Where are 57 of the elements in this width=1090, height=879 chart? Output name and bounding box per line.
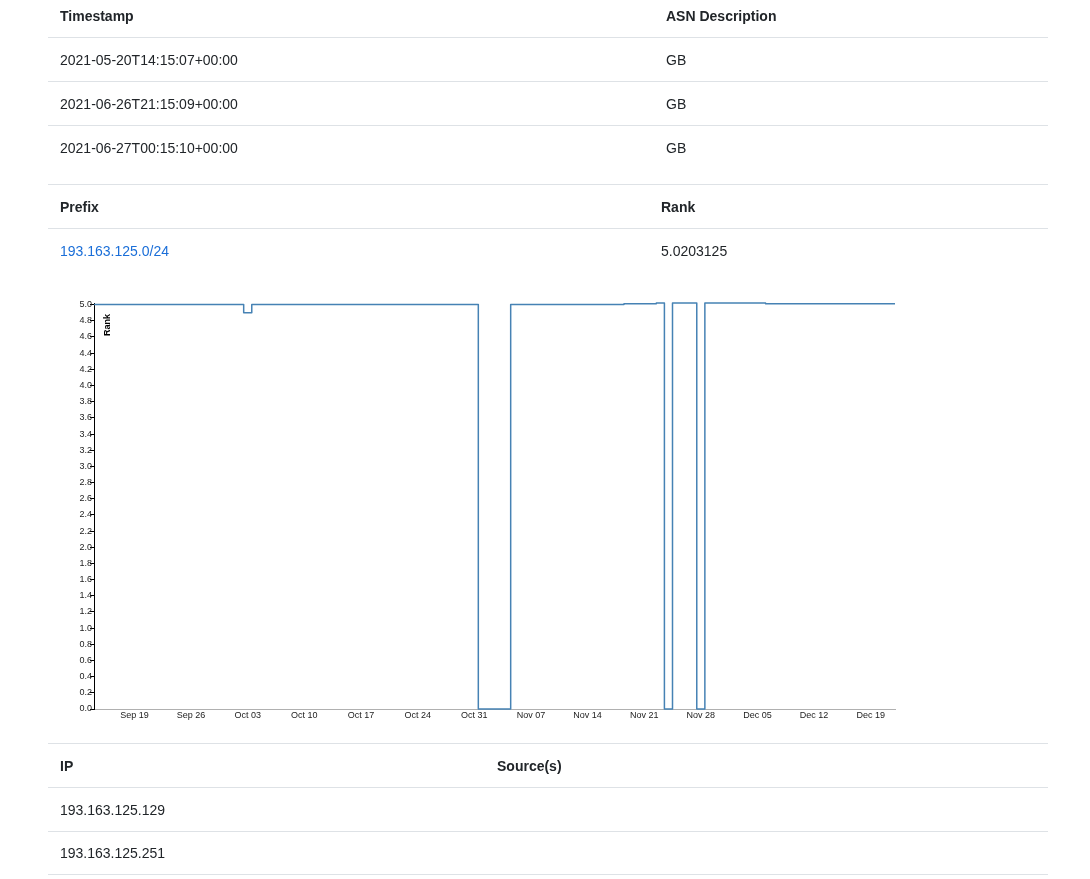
y-tick-label: 2.6 [79,493,92,504]
text: GB [665,50,688,70]
y-tick-label: 1.2 [79,606,92,617]
category-label: Timestamp [59,6,135,26]
category-label: Prefix [59,197,100,217]
text: 5.0203125 [660,241,729,261]
y-tick-label: 3.8 [79,396,92,407]
x-tick-label: Nov 14 [573,709,602,720]
y-tick-label: 1.0 [79,622,92,633]
y-tick-label: 1.8 [79,557,92,568]
x-tick-label: Oct 10 [291,709,318,720]
text: 2021-06-26T21:15:09+00:00 [59,94,239,114]
x-tick-label: Nov 21 [629,709,659,720]
y-tick-label: 2.2 [79,525,92,536]
category-label: IP [59,756,75,776]
text: GB [665,94,688,114]
x-tick-label: Oct 17 [347,709,375,720]
x-tick-label: Sep 26 [176,709,206,720]
y-tick-label: 2.8 [79,477,92,488]
category-label: ASN Description [665,6,778,26]
y-tick-label: 2.4 [79,509,92,520]
text: 193.163.125.129 [59,800,167,820]
x-tick-label: Nov 07 [516,709,546,720]
y-tick-label: 5.0 [79,299,92,310]
x-tick-label: Nov 28 [686,709,716,720]
y-tick-label: 4.8 [79,315,92,326]
y-tick-label: 3.2 [79,444,92,455]
text: 193.163.125.0/24 [59,241,170,261]
y-tick-label: 2.0 [79,541,92,552]
x-tick-label: Oct 03 [234,709,261,720]
x-tick-label: Dec 05 [743,709,772,720]
y-tick-label: 3.4 [79,428,92,439]
y-tick-label: 1.6 [79,574,92,585]
y-tick-label: 4.6 [79,331,92,342]
y-tick-label: 4.2 [79,363,92,374]
x-tick-label: Oct 24 [404,709,431,720]
x-tick-label: Dec 12 [799,709,829,720]
y-tick-label: 4.4 [79,347,92,358]
y-tick-label: 3.0 [79,460,92,471]
y-tick-label: 0.0 [79,703,92,714]
y-tick-label: 3.6 [79,412,92,423]
y-tick-label: 0.2 [79,687,92,698]
text: 2021-06-27T00:15:10+00:00 [59,138,239,158]
y-tick-label: 0.6 [79,654,92,665]
y-tick-label: 1.4 [79,590,92,601]
y-tick-label: 0.8 [79,638,92,649]
x-tick-label: Sep 19 [120,709,149,720]
y-axis-title: Rank [101,313,112,337]
text: GB [665,138,688,158]
category-label: Rank [660,197,697,217]
text: 193.163.125.251 [59,844,167,863]
y-tick-label: 4.0 [79,379,92,390]
category-label: Source(s) [496,756,563,776]
x-tick-label: Oct 31 [461,709,488,720]
text: 2021-05-20T14:15:07+00:00 [59,50,239,70]
y-tick-label: 0.4 [79,671,92,682]
x-tick-label: Dec 19 [856,709,885,720]
